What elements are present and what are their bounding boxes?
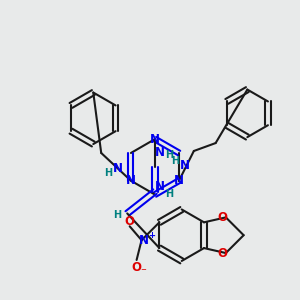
Text: N: N xyxy=(126,174,136,187)
Text: O: O xyxy=(218,211,228,224)
Text: H: H xyxy=(113,210,122,220)
Text: N: N xyxy=(179,159,189,172)
Text: H: H xyxy=(165,189,173,199)
Text: ⁻: ⁻ xyxy=(141,267,146,277)
Text: H: H xyxy=(165,150,173,160)
Text: O: O xyxy=(125,215,135,228)
Text: N: N xyxy=(155,180,165,193)
Text: H: H xyxy=(171,156,180,166)
Text: N: N xyxy=(155,146,165,160)
Text: +: + xyxy=(148,231,155,240)
Text: O: O xyxy=(218,247,228,260)
Text: N: N xyxy=(139,234,148,247)
Text: H: H xyxy=(104,168,112,178)
Text: N: N xyxy=(113,162,123,175)
Text: O: O xyxy=(132,261,142,274)
Text: N: N xyxy=(150,133,160,146)
Text: N: N xyxy=(174,174,184,187)
